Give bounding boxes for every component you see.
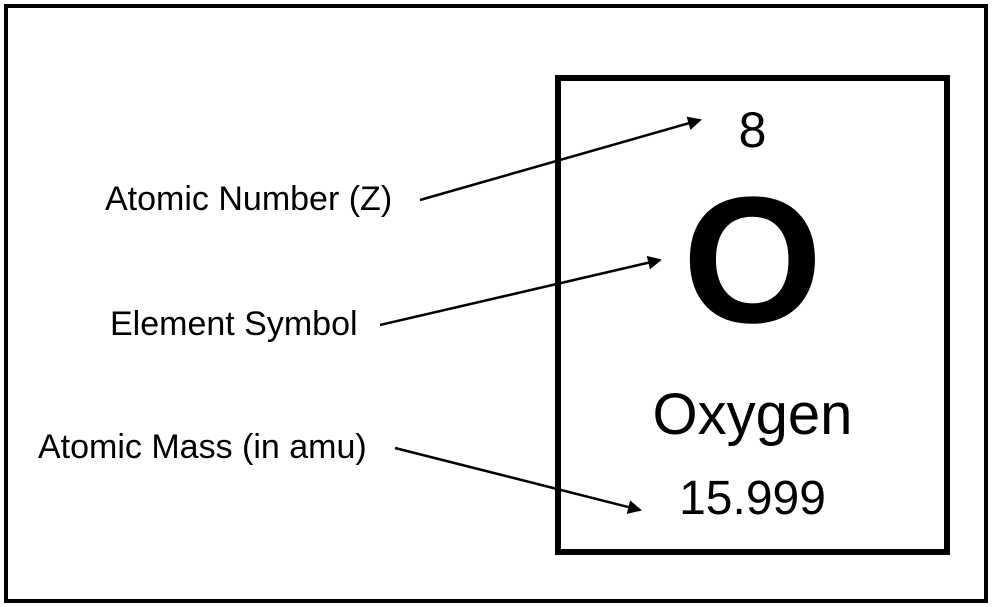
element-tile: 8 O Oxygen 15.999 [555, 75, 950, 555]
element-name: Oxygen [561, 381, 944, 448]
atomic-mass: 15.999 [561, 471, 944, 526]
label-atomic-mass: Atomic Mass (in amu) [38, 428, 367, 467]
atomic-number: 8 [561, 101, 944, 159]
label-element-symbol: Element Symbol [110, 305, 358, 344]
label-atomic-number: Atomic Number (Z) [105, 180, 392, 219]
element-symbol: O [561, 171, 944, 351]
